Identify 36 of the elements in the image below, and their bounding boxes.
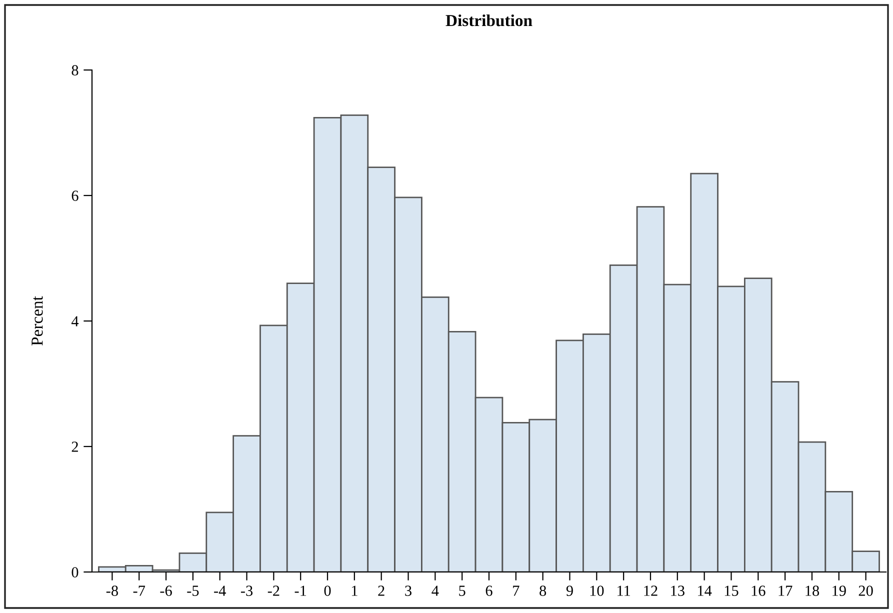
x-tick-label: 3 [405, 586, 412, 596]
x-tick-label: -3 [240, 586, 253, 596]
x-tick-label: -6 [160, 586, 172, 596]
x-tick-label: 1 [352, 586, 358, 596]
y-tick-label: 6 [72, 190, 78, 201]
x-tick-label: 4 [432, 586, 439, 596]
y-axis-title: Percent [32, 296, 43, 346]
x-tick-label: -7 [133, 586, 146, 596]
x-tick-label: 5 [459, 586, 466, 596]
chart-title: Distribution [446, 14, 532, 26]
x-tick-label: -8 [106, 586, 118, 596]
x-tick-label: -2 [268, 586, 280, 596]
x-tick-label: 14 [698, 586, 712, 596]
x-tick-label: 13 [671, 586, 684, 596]
x-tick-label: 18 [806, 586, 820, 596]
x-tick-label: 11 [618, 586, 630, 596]
x-tick-label: 15 [724, 586, 738, 596]
x-tick-label: 20 [858, 586, 873, 596]
x-tick-label: -4 [214, 586, 226, 596]
x-tick-label: 16 [752, 586, 766, 596]
y-tick-label: 2 [72, 442, 78, 452]
x-tick-label: 6 [486, 586, 492, 596]
y-tick-label: 0 [72, 567, 78, 578]
x-tick-label: 0 [324, 586, 331, 596]
x-tick-label: 12 [644, 586, 658, 596]
x-tick-label: 17 [778, 586, 792, 596]
x-tick-label: 2 [378, 586, 384, 596]
x-tick-label: 10 [590, 586, 604, 596]
x-tick-label: 9 [566, 586, 573, 596]
y-tick-label: 4 [71, 316, 79, 326]
x-tick-label: -5 [187, 586, 199, 596]
y-tick-label: 8 [72, 65, 78, 76]
x-tick-label: 7 [513, 586, 520, 596]
x-tick-label: 19 [832, 586, 846, 596]
x-tick-label: 8 [540, 586, 546, 596]
x-tick-label: -1 [294, 586, 306, 596]
